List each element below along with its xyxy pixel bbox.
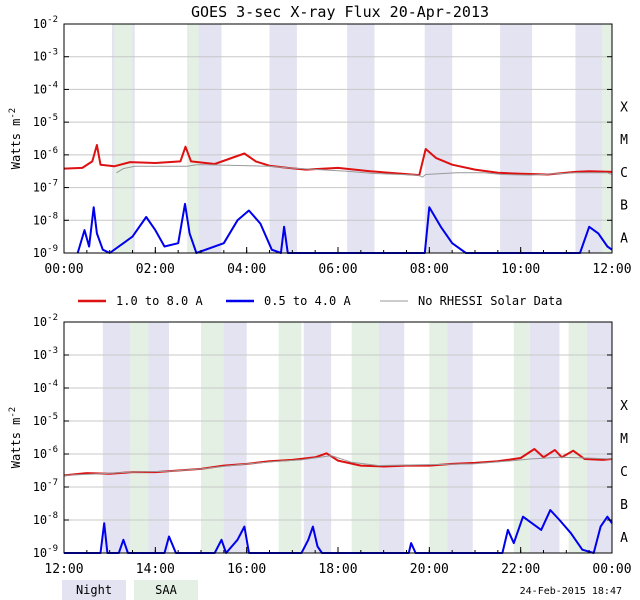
x-tick-label: 22:00 bbox=[501, 562, 540, 577]
y-tick-label: 10-4 bbox=[33, 80, 58, 96]
legend-label: 0.5 to 4.0 A bbox=[264, 294, 351, 308]
flare-class-label: X bbox=[620, 399, 628, 414]
y-tick-label: 10-6 bbox=[33, 445, 58, 461]
y-tick-label: 10-5 bbox=[33, 113, 58, 129]
saa-band bbox=[601, 24, 612, 253]
night-band bbox=[575, 24, 603, 253]
flare-class-label: B bbox=[620, 199, 628, 214]
saa-band bbox=[188, 24, 199, 253]
x-tick-label: 04:00 bbox=[227, 262, 266, 277]
x-tick-label: 16:00 bbox=[227, 562, 266, 577]
series-gray-line bbox=[63, 455, 613, 476]
x-tick-label: 14:00 bbox=[136, 562, 175, 577]
footer-timestamp: 24-Feb-2015 18:47 bbox=[520, 586, 622, 597]
legend-label: 1.0 to 8.0 A bbox=[116, 294, 203, 308]
x-tick-label: 08:00 bbox=[410, 262, 449, 277]
night-band bbox=[347, 24, 375, 253]
night-band bbox=[303, 322, 332, 553]
saa-band bbox=[201, 322, 224, 553]
saa-band bbox=[278, 322, 302, 553]
y-axis-label: Watts m-2 bbox=[8, 108, 23, 169]
y-tick-label: 10-7 bbox=[33, 179, 58, 195]
chart-title: GOES 3-sec X-ray Flux 20-Apr-2013 bbox=[191, 3, 489, 21]
saa-band bbox=[114, 24, 133, 253]
y-tick-label: 10-3 bbox=[33, 346, 58, 362]
y-tick-label: 10-9 bbox=[33, 244, 58, 260]
x-tick-label: 10:00 bbox=[501, 262, 540, 277]
legend-label: No RHESSI Solar Data bbox=[418, 294, 563, 308]
y-tick-label: 10-4 bbox=[33, 379, 58, 395]
y-tick-label: 10-8 bbox=[33, 511, 58, 527]
saa-band bbox=[513, 322, 530, 553]
y-tick-label: 10-8 bbox=[33, 211, 58, 227]
night-band bbox=[586, 322, 612, 553]
y-tick-label: 10-9 bbox=[33, 544, 58, 560]
x-tick-label: 02:00 bbox=[136, 262, 175, 277]
saa-band bbox=[351, 322, 380, 553]
flare-class-label: A bbox=[620, 231, 628, 246]
x-tick-label: 06:00 bbox=[318, 262, 357, 277]
y-tick-label: 10-3 bbox=[33, 48, 58, 64]
x-tick-label: 12:00 bbox=[592, 262, 631, 277]
series-gray-line bbox=[116, 164, 613, 178]
flare-class-label: X bbox=[620, 100, 628, 115]
night-band bbox=[500, 24, 533, 253]
night-band bbox=[445, 322, 473, 553]
flare-class-label: M bbox=[620, 133, 628, 148]
y-axis-label: Watts m-2 bbox=[8, 407, 23, 468]
night-key-swatch bbox=[62, 580, 126, 600]
x-tick-label: 00:00 bbox=[592, 562, 631, 577]
flare-class-label: C bbox=[620, 465, 628, 480]
y-tick-label: 10-6 bbox=[33, 146, 58, 162]
y-tick-label: 10-2 bbox=[33, 313, 58, 329]
saa-band bbox=[429, 322, 448, 553]
x-tick-label: 00:00 bbox=[44, 262, 83, 277]
x-tick-label: 20:00 bbox=[410, 562, 449, 577]
flare-class-label: A bbox=[620, 531, 628, 546]
night-band bbox=[529, 322, 560, 553]
y-tick-label: 10-5 bbox=[33, 412, 58, 428]
y-tick-label: 10-7 bbox=[33, 478, 58, 494]
footer: Night SAA 24-Feb-2015 18:47 bbox=[62, 580, 622, 600]
y-tick-label: 10-2 bbox=[33, 15, 58, 31]
x-tick-label: 18:00 bbox=[318, 562, 357, 577]
x-tick-label: 12:00 bbox=[44, 562, 83, 577]
flare-class-label: M bbox=[620, 432, 628, 447]
flare-class-label: C bbox=[620, 166, 628, 181]
saa-key-label: SAA bbox=[155, 583, 177, 597]
saa-band bbox=[568, 322, 587, 553]
legend: 1.0 to 8.0 A 0.5 to 4.0 A No RHESSI Solar … bbox=[78, 294, 563, 308]
night-band bbox=[269, 24, 297, 253]
night-band bbox=[102, 322, 131, 553]
bottom-panel: 10-2 10-3 10-4 10-5 10-6 10-7 10-8 10-9 Watts m-… bbox=[8, 313, 632, 577]
series-short-line bbox=[76, 202, 613, 254]
night-key-label: Night bbox=[76, 583, 112, 597]
saa-band bbox=[130, 322, 149, 553]
saa-key-swatch bbox=[134, 580, 198, 600]
top-panel: 10-2 10-3 10-4 10-5 10-6 10-7 10-8 10-9 Watts m-… bbox=[8, 15, 632, 277]
flare-class-label: B bbox=[620, 498, 628, 513]
